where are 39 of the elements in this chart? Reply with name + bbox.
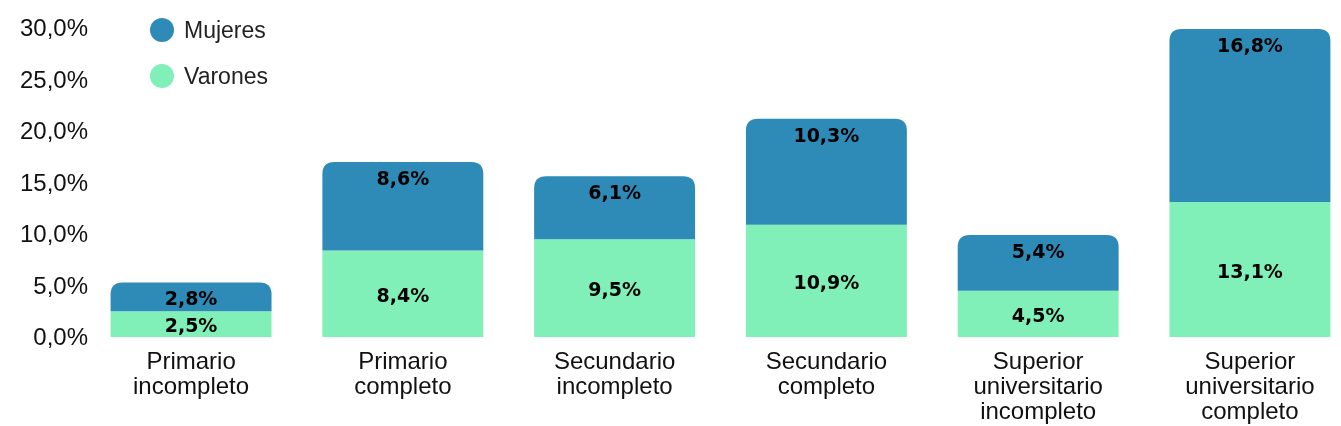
y-tick-label: 10,0% <box>19 220 88 248</box>
data-label: 4,5% <box>1011 303 1065 326</box>
y-tick-label: 0,0% <box>33 323 88 351</box>
data-label: 5,4% <box>1011 240 1065 263</box>
bar <box>110 282 272 312</box>
data-label: 13,1% <box>1216 259 1283 282</box>
x-tick-label: Superior universitario incompleto <box>973 347 1103 424</box>
data-label: 8,6% <box>376 166 430 189</box>
data-label: 8,4% <box>376 283 430 306</box>
bar <box>322 250 484 337</box>
bar <box>534 176 696 240</box>
y-tick-label: 30,0% <box>19 14 88 42</box>
y-tick-label: 15,0% <box>19 168 88 196</box>
bar <box>1169 202 1331 337</box>
data-label: 2,5% <box>164 314 218 337</box>
y-tick-label: 25,0% <box>19 65 88 93</box>
bar <box>110 311 272 337</box>
bar <box>957 290 1119 337</box>
x-tick-label: Secundario incompleto <box>553 347 676 399</box>
bar <box>322 161 484 251</box>
bar <box>745 118 907 225</box>
data-label: 2,8% <box>164 287 218 310</box>
data-label: 16,8% <box>1216 34 1283 57</box>
y-tick-label: 20,0% <box>19 117 88 145</box>
x-tick-label: Primario incompleto <box>133 347 250 399</box>
data-label: 6,1% <box>588 181 641 204</box>
data-label: 9,5% <box>588 278 641 301</box>
bar <box>534 239 696 337</box>
data-label: 10,9% <box>793 270 860 293</box>
bar <box>1169 29 1331 203</box>
bar <box>745 224 907 337</box>
legend-label: Varones <box>184 63 268 90</box>
data-label: 10,3% <box>793 123 860 146</box>
x-tick-label: Secundario completo <box>765 347 888 399</box>
y-tick-label: 5,0% <box>33 271 88 299</box>
bar <box>957 235 1119 291</box>
x-tick-label: Superior universitario completo <box>1185 347 1315 424</box>
x-tick-label: Primario completo <box>354 347 452 399</box>
legend-label: Mujeres <box>184 17 266 44</box>
